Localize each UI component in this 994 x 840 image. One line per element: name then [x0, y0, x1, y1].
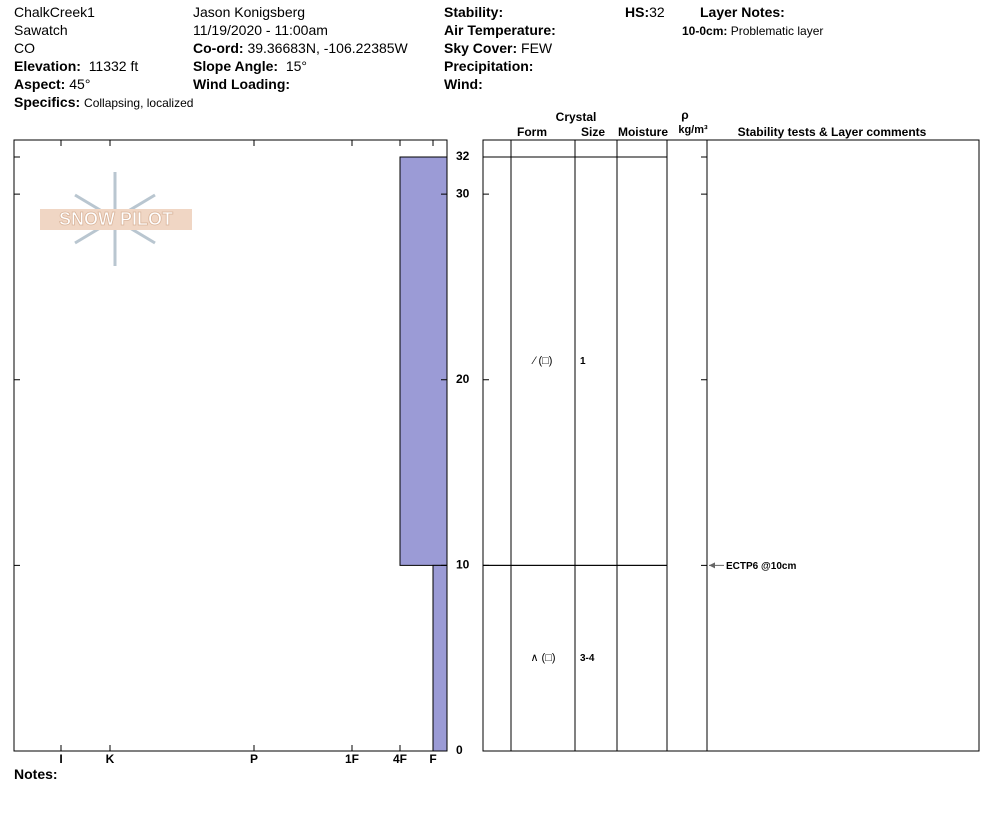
x-tick-label: 4F	[393, 752, 407, 766]
grain-size: 3-4	[580, 653, 595, 664]
air-temperature: Air Temperature:	[444, 22, 556, 38]
specifics: Specifics: Collapsing, localized	[14, 93, 193, 112]
elevation: Elevation: 11332 ft	[14, 57, 138, 75]
column-header: Moisture	[618, 125, 668, 139]
layer-notes: Layer Notes:	[700, 4, 785, 20]
value: 15°	[285, 58, 307, 74]
layer-note: 10-0cm: Problematic layer	[682, 22, 823, 40]
label: HS:	[625, 4, 650, 20]
label: Elevation:	[14, 58, 81, 74]
wind-loading: Wind Loading:	[193, 76, 291, 92]
site: ChalkCreek1	[14, 4, 95, 20]
column-header: ρ	[681, 108, 688, 122]
value: FEW	[521, 40, 553, 56]
column-header: Stability tests & Layer comments	[738, 125, 927, 139]
x-tick-label: 1F	[345, 752, 359, 766]
datetime: 11/19/2020 - 11:00am	[193, 22, 328, 38]
value: 11332 ft	[88, 58, 139, 74]
coord: Co-ord: 39.36683N, -106.22385W	[193, 39, 408, 57]
column-header: kg/m³	[678, 124, 708, 136]
stability: Stability:	[444, 4, 504, 20]
y-tick-label: 10	[456, 558, 470, 572]
logo-text: SNOW PILOT	[59, 209, 173, 229]
column-header: Size	[581, 125, 605, 139]
logo-band	[40, 209, 192, 230]
x-tick-label: I	[59, 752, 62, 766]
label: Slope Angle:	[193, 58, 279, 74]
grain-form: ⁄ (□)	[531, 355, 553, 367]
notes: Notes:	[14, 766, 58, 782]
range: 10-0cm:	[682, 24, 728, 38]
x-tick-label: F	[429, 752, 436, 766]
observer: Jason Konigsberg	[193, 4, 306, 20]
value: 32	[649, 4, 665, 20]
column-lines	[510, 140, 708, 751]
sky-cover: Sky Cover: FEW	[444, 39, 552, 57]
hs: HS:32	[625, 3, 665, 21]
column-header: Form	[517, 125, 547, 139]
test-arrowhead	[709, 562, 715, 569]
grain-form: ∧ (□)	[530, 652, 555, 664]
slope: Slope Angle: 15°	[193, 57, 307, 75]
column-group: Crystal	[556, 110, 597, 124]
y-tick-label: 0	[456, 743, 463, 757]
text: Problematic layer	[730, 24, 824, 38]
y-tick-label: 20	[456, 372, 470, 386]
x-tick-label: P	[250, 752, 258, 766]
value: Collapsing, localized	[84, 96, 194, 110]
aspect: Aspect: 45°	[14, 75, 90, 93]
state: CO	[14, 40, 35, 56]
label: Co-ord:	[193, 40, 244, 56]
y-tick-label: 30	[456, 186, 470, 200]
grain-size: 1	[580, 356, 586, 367]
wind: Wind:	[444, 76, 483, 92]
range: Sawatch	[14, 22, 68, 38]
y-tick-label: 32	[456, 149, 470, 163]
label: Aspect:	[14, 76, 66, 92]
value: 45°	[69, 76, 91, 92]
hardness-bar	[432, 564, 448, 752]
label: Specifics:	[14, 94, 81, 110]
value: 39.36683N, -106.22385W	[247, 40, 408, 56]
precipitation: Precipitation:	[444, 58, 534, 74]
label: Sky Cover:	[444, 40, 518, 56]
test-label: ECTP6 @10cm	[726, 561, 796, 572]
table-frame	[482, 139, 980, 752]
hardness-bar	[399, 156, 448, 566]
hardness-frame	[13, 139, 448, 752]
x-tick-label: K	[106, 752, 115, 766]
